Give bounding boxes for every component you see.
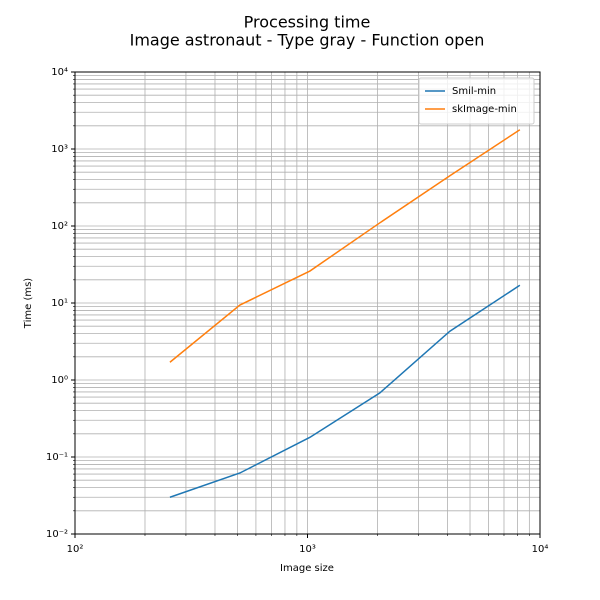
legend-label: Smil-min [452, 86, 496, 97]
y-tick-label: 10² [51, 221, 68, 232]
chart-title: Processing time [244, 13, 371, 32]
y-tick-label: 10³ [51, 144, 68, 155]
legend-box [418, 77, 535, 125]
x-axis-label: Image size [280, 563, 334, 574]
plot-frame [74, 71, 541, 535]
y-tick-label: 10⁴ [51, 67, 68, 78]
series-line [169, 284, 521, 498]
y-tick-label: 10⁰ [51, 375, 68, 386]
x-tick-label: 10² [67, 544, 84, 555]
y-tick-label: 10⁻¹ [46, 452, 68, 463]
chart-subtitle: Image astronaut - Type gray - Function o… [130, 31, 485, 50]
x-tick-label: 10³ [299, 544, 316, 555]
y-axis-label: Time (ms) [23, 278, 34, 330]
legend-label: skImage-min [452, 104, 517, 115]
series-line [169, 129, 521, 363]
y-tick-label: 10¹ [51, 298, 68, 309]
x-tick-label: 10⁴ [532, 544, 549, 555]
y-tick-label: 10⁻² [46, 529, 68, 540]
